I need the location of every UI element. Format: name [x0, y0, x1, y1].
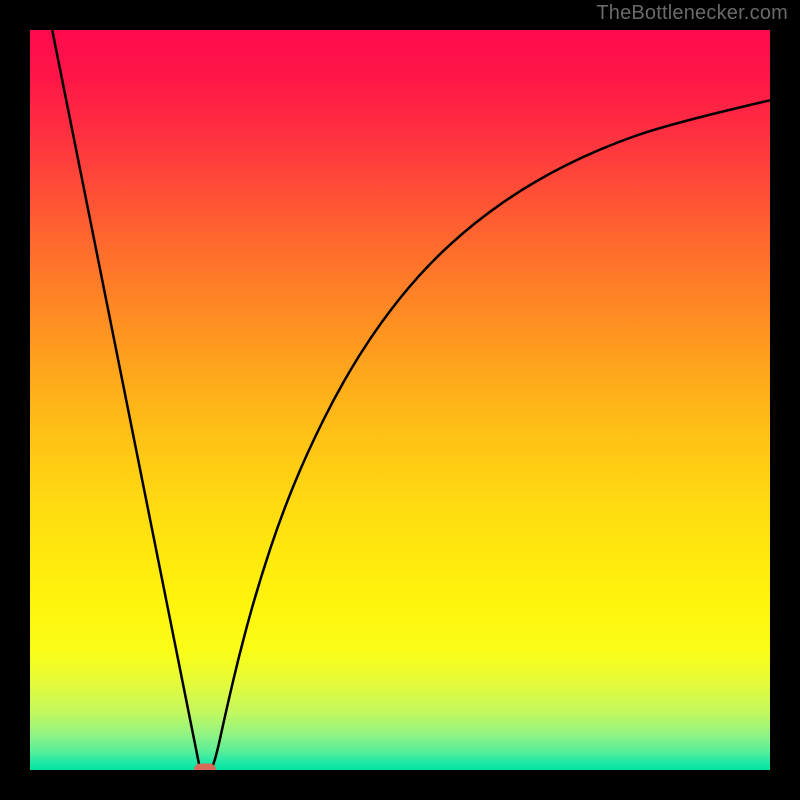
minimum-marker [194, 764, 216, 771]
bottleneck-curve [30, 30, 770, 770]
watermark-text: TheBottlenecker.com [596, 2, 788, 25]
curve-path [52, 30, 770, 770]
plot-area [30, 30, 770, 770]
chart-container: TheBottlenecker.com [0, 0, 800, 800]
